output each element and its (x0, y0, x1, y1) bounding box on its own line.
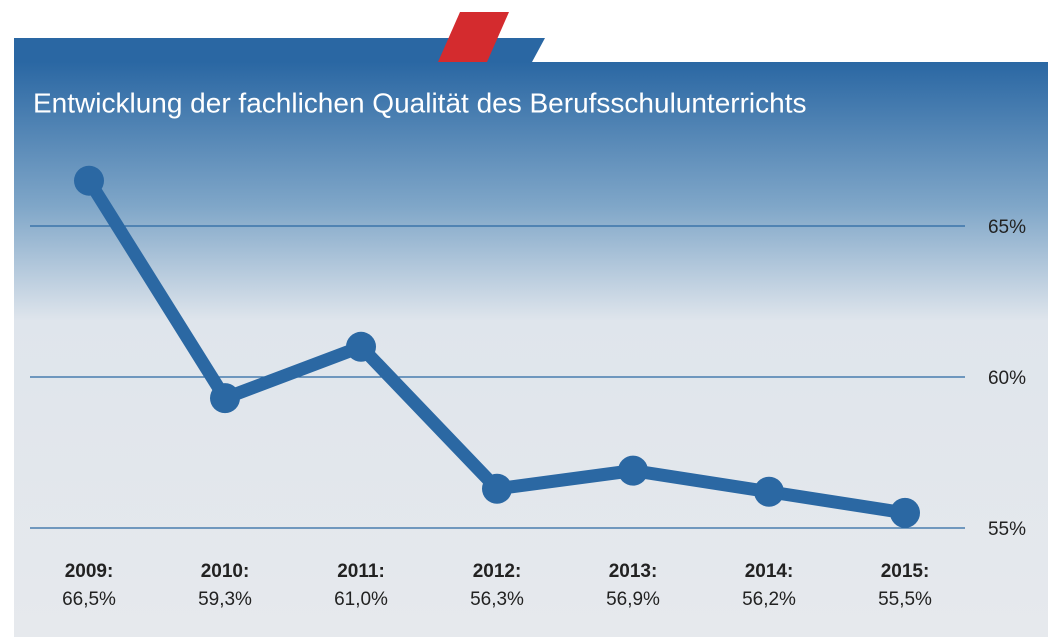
y-tick-label: 65% (988, 217, 1026, 238)
x-tick-label: 2015: (881, 561, 930, 582)
point (618, 455, 648, 486)
x-tick-label: 2009: (65, 561, 114, 582)
y-tick-label: 55% (988, 519, 1026, 540)
x-tick-label: 2011: (337, 561, 385, 582)
value-label: 66,5% (62, 589, 116, 610)
x-tick-label: 2010: (201, 561, 250, 582)
x-tick-label: 2012: (473, 561, 522, 582)
value-label: 55,5% (878, 589, 932, 610)
value-label: 61,0% (334, 589, 388, 610)
value-label: 56,9% (606, 589, 660, 610)
banner-tab (14, 38, 545, 62)
value-label: 59,3% (198, 589, 252, 610)
point (74, 165, 104, 196)
point (754, 476, 784, 507)
value-label: 56,2% (742, 589, 796, 610)
x-tick-label: 2013: (609, 561, 658, 582)
point (482, 473, 512, 504)
point (346, 331, 376, 362)
point (210, 383, 240, 414)
red-accent (438, 12, 509, 62)
panel (14, 62, 1048, 637)
x-tick-label: 2014: (745, 561, 794, 582)
value-label: 56,3% (470, 589, 524, 610)
chart-title: Entwicklung der fachlichen Qualität des … (33, 87, 807, 118)
y-tick-label: 60% (988, 368, 1026, 389)
point (890, 497, 920, 528)
